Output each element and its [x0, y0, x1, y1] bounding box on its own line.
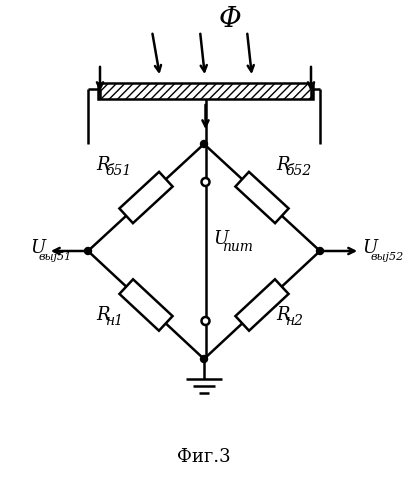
Text: пит: пит: [222, 240, 253, 253]
Text: U: U: [30, 239, 45, 257]
Bar: [235, 172, 288, 223]
Text: н1: н1: [105, 314, 123, 328]
Bar: [120, 279, 173, 331]
Text: R: R: [276, 306, 290, 324]
Circle shape: [200, 141, 208, 148]
Bar: [120, 172, 173, 223]
Bar: [98, 83, 313, 99]
Text: U: U: [213, 230, 228, 248]
Bar: [235, 279, 288, 331]
Text: Φ: Φ: [219, 5, 242, 32]
Circle shape: [317, 248, 324, 254]
Circle shape: [202, 317, 209, 325]
Circle shape: [202, 178, 209, 186]
Text: R: R: [96, 156, 109, 174]
Text: R: R: [276, 156, 290, 174]
Bar: [98, 83, 313, 99]
Circle shape: [84, 248, 91, 254]
Text: б52: б52: [285, 164, 311, 178]
Text: R: R: [96, 306, 109, 324]
Text: н2: н2: [285, 314, 303, 328]
Text: Фиг.3: Фиг.3: [177, 448, 231, 466]
Text: U: U: [362, 239, 377, 257]
Text: выј52: выј52: [371, 252, 404, 262]
Circle shape: [200, 355, 208, 362]
Text: б51: б51: [105, 164, 131, 178]
Text: выј51: выј51: [39, 252, 72, 262]
